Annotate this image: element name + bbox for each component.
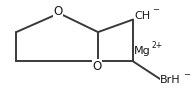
Text: O: O <box>54 5 63 18</box>
Text: BrH: BrH <box>160 75 181 85</box>
Text: O: O <box>92 60 102 73</box>
Text: Mg: Mg <box>134 46 151 56</box>
Text: −: − <box>152 6 159 15</box>
Text: −: − <box>183 70 190 79</box>
Text: 2+: 2+ <box>152 41 163 50</box>
Text: CH: CH <box>134 11 150 21</box>
